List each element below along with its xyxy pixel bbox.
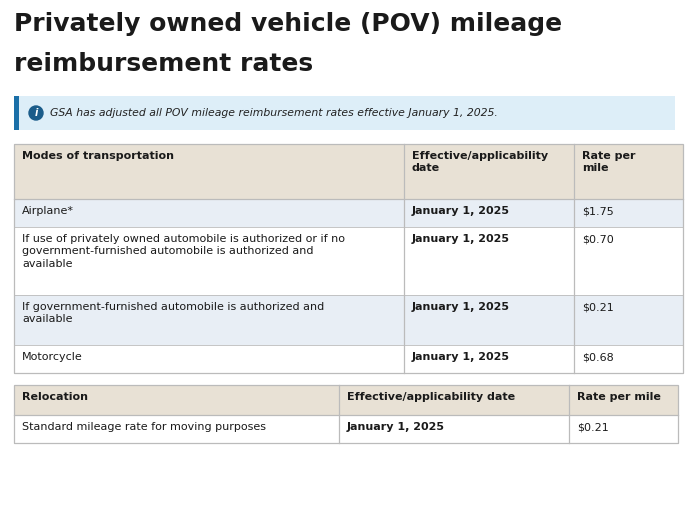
Text: Modes of transportation: Modes of transportation (22, 151, 174, 161)
Text: GSA has adjusted all POV mileage reimbursement rates effective January 1, 2025.: GSA has adjusted all POV mileage reimbur… (50, 108, 498, 118)
FancyBboxPatch shape (14, 144, 683, 199)
Text: Motorcycle: Motorcycle (22, 352, 83, 362)
Text: Airplane*: Airplane* (22, 206, 74, 216)
Text: January 1, 2025: January 1, 2025 (412, 302, 510, 312)
FancyBboxPatch shape (14, 199, 683, 227)
FancyBboxPatch shape (14, 96, 19, 130)
Text: $0.21: $0.21 (582, 302, 614, 312)
Text: reimbursement rates: reimbursement rates (14, 52, 313, 76)
Text: January 1, 2025: January 1, 2025 (347, 422, 445, 432)
Text: January 1, 2025: January 1, 2025 (412, 352, 510, 362)
Text: Standard mileage rate for moving purposes: Standard mileage rate for moving purpose… (22, 422, 266, 432)
Text: If government-furnished automobile is authorized and
available: If government-furnished automobile is au… (22, 302, 325, 324)
Circle shape (29, 106, 43, 120)
Text: January 1, 2025: January 1, 2025 (412, 234, 510, 244)
FancyBboxPatch shape (14, 227, 683, 295)
Text: $0.68: $0.68 (582, 352, 614, 362)
FancyBboxPatch shape (14, 385, 678, 415)
Text: i: i (34, 108, 38, 118)
Text: $0.70: $0.70 (582, 234, 614, 244)
FancyBboxPatch shape (14, 415, 678, 443)
Text: January 1, 2025: January 1, 2025 (412, 206, 510, 216)
FancyBboxPatch shape (14, 295, 683, 345)
Text: Rate per
mile: Rate per mile (582, 151, 635, 173)
FancyBboxPatch shape (14, 345, 683, 373)
Text: Privately owned vehicle (POV) mileage: Privately owned vehicle (POV) mileage (14, 12, 562, 36)
Text: $1.75: $1.75 (582, 206, 614, 216)
FancyBboxPatch shape (14, 96, 675, 130)
Text: Relocation: Relocation (22, 392, 88, 402)
Text: Effective/applicability date: Effective/applicability date (347, 392, 515, 402)
Text: If use of privately owned automobile is authorized or if no
government-furnished: If use of privately owned automobile is … (22, 234, 345, 269)
Text: Rate per mile: Rate per mile (577, 392, 661, 402)
Text: Effective/applicability
date: Effective/applicability date (412, 151, 548, 173)
Text: $0.21: $0.21 (577, 422, 609, 432)
